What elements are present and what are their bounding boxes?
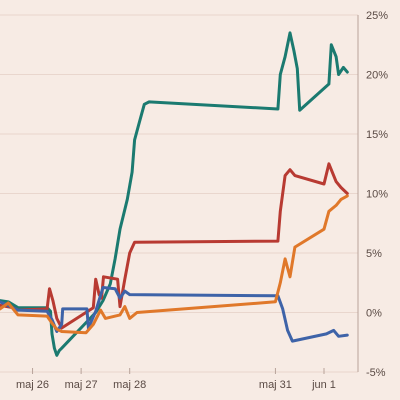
series-line-4: [0, 194, 349, 335]
y-tick-label: 10%: [366, 189, 388, 201]
x-tick-label: maj 26: [16, 379, 49, 391]
gridlines: [0, 14, 358, 373]
x-tick-label: maj 27: [65, 379, 98, 391]
y-tick-label: 0%: [366, 308, 382, 320]
y-tick-labels: 25% 20% 15% 10% 5% 0% -5%: [366, 10, 388, 379]
series-line-1: [0, 31, 349, 357]
x-tick-label: jun 1: [311, 379, 336, 391]
y-tick-label: 15%: [366, 129, 388, 141]
y-tick-label: 5%: [366, 248, 382, 260]
x-tick-label: maj 31: [259, 379, 292, 391]
series-lines: [0, 31, 349, 357]
axes: [32, 15, 359, 374]
x-tick-labels: maj 26 maj 27 maj 28 maj 31 jun 1: [16, 379, 336, 391]
x-tick-label: maj 28: [113, 379, 146, 391]
y-tick-label: 25%: [366, 10, 388, 22]
y-tick-label: 20%: [366, 70, 388, 82]
y-tick-label: -5%: [366, 367, 386, 379]
